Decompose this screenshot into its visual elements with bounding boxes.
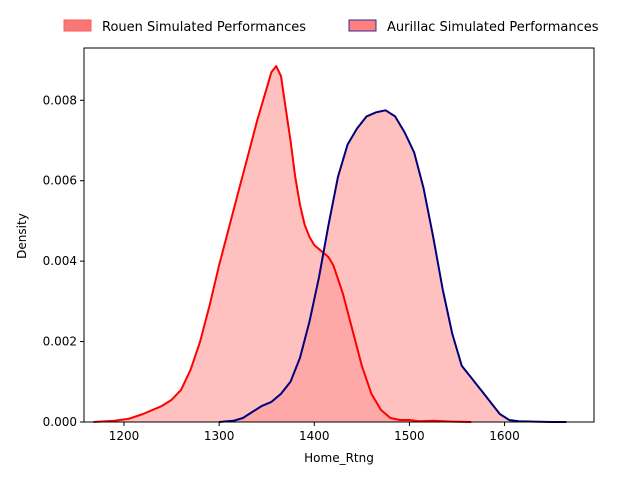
density-fills <box>93 66 567 423</box>
y-tick-label: 0.002 <box>43 335 77 349</box>
density-area-series-2 <box>219 110 567 423</box>
x-tick-label: 1600 <box>489 429 520 443</box>
y-tick-label: 0.000 <box>43 415 77 429</box>
legend-label-rouen: Rouen Simulated Performances <box>102 20 306 35</box>
density-line-series-2 <box>219 109 567 423</box>
y-axis: 0.000 0.002 0.004 0.006 0.008 <box>43 93 84 429</box>
plot-area <box>83 47 595 423</box>
x-tick-label: 1300 <box>204 429 235 443</box>
legend-label-aurillac: Aurillac Simulated Performances <box>387 20 599 35</box>
density-lines <box>93 65 567 423</box>
density-area-series-1 <box>93 66 472 422</box>
plot-frame <box>83 47 595 423</box>
x-tick-label: 1400 <box>299 429 330 443</box>
x-tick-label: 1200 <box>109 429 140 443</box>
x-axis: 1200 1300 1400 1500 1600 <box>109 422 520 443</box>
y-axis-label: Density <box>15 213 29 259</box>
y-tick-label: 0.004 <box>43 254 77 268</box>
x-tick-label: 1500 <box>394 429 425 443</box>
density-line-series-1 <box>93 65 472 423</box>
y-tick-label: 0.006 <box>43 174 77 188</box>
legend: Rouen Simulated Performances Aurillac Si… <box>63 19 599 35</box>
legend-swatch-aurillac <box>348 19 377 32</box>
x-axis-label: Home_Rtng <box>304 451 374 465</box>
legend-swatch-rouen <box>63 19 92 32</box>
y-tick-label: 0.008 <box>43 93 77 107</box>
